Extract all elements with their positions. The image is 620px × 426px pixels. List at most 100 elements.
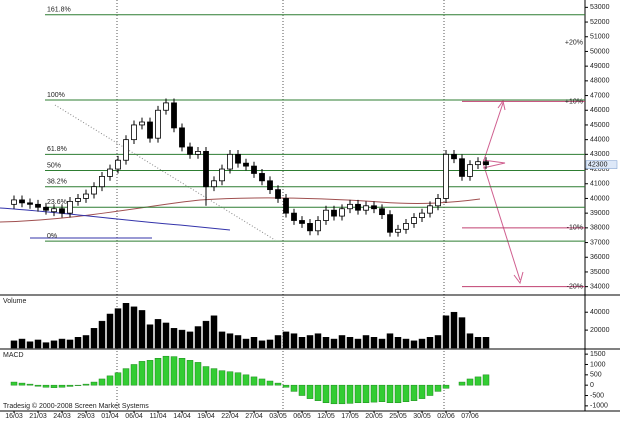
bar: [179, 358, 185, 385]
x-tick-label: 19/04: [197, 413, 215, 420]
bar: [275, 383, 281, 385]
bar: [355, 339, 361, 348]
bar: [283, 385, 289, 387]
candle-body: [164, 103, 169, 110]
bar: [211, 369, 217, 386]
bar: [363, 335, 369, 348]
y-tick-label: -1000: [590, 403, 608, 410]
candle-body: [124, 140, 129, 161]
target-label: +10%: [565, 98, 583, 105]
y-tick-label: 41000: [590, 181, 610, 188]
candle-body: [140, 122, 145, 125]
candle-body: [84, 194, 89, 198]
bar: [243, 339, 249, 348]
candle-body: [452, 154, 457, 158]
bar: [443, 385, 449, 388]
fib-label: 0%: [47, 233, 57, 240]
bar: [11, 341, 17, 348]
y-tick-label: -500: [590, 392, 604, 399]
bar: [387, 334, 393, 348]
candle-body: [396, 229, 401, 232]
bar: [51, 385, 57, 387]
bar: [347, 385, 353, 403]
fib-label: 61.8%: [47, 146, 67, 153]
y-tick-label: 39000: [590, 210, 610, 217]
bar: [315, 385, 321, 401]
bar: [339, 385, 345, 404]
candle-body: [404, 223, 409, 229]
bar: [483, 337, 489, 348]
bar: [275, 335, 281, 348]
bar: [11, 382, 17, 385]
target-label: -20%: [567, 283, 583, 290]
bar: [403, 339, 409, 348]
bar: [35, 340, 41, 348]
bar: [203, 367, 209, 386]
candle-body: [244, 163, 249, 166]
y-tick-label: 40000: [590, 309, 610, 316]
candle-body: [276, 190, 281, 199]
bar: [67, 340, 73, 348]
candle-body: [12, 200, 17, 204]
fib-label: 100%: [47, 92, 65, 99]
bar: [315, 334, 321, 348]
bar: [99, 379, 105, 385]
bar: [131, 307, 137, 348]
bar: [323, 337, 329, 348]
bar: [251, 377, 257, 385]
bar: [171, 357, 177, 386]
y-tick-label: 52000: [590, 19, 610, 26]
bar: [459, 382, 465, 385]
candle-body: [364, 206, 369, 210]
bar: [83, 384, 89, 385]
bar: [139, 361, 145, 385]
bar: [379, 385, 385, 402]
fib-label: 38.2%: [47, 179, 67, 186]
bar: [187, 332, 193, 348]
y-tick-label: 1500: [590, 351, 606, 358]
y-tick-label: 45000: [590, 122, 610, 129]
target-label: -10%: [567, 225, 583, 232]
bar: [75, 337, 81, 348]
x-tick-label: 11/04: [150, 413, 167, 420]
bar: [187, 360, 193, 385]
bar: [115, 309, 121, 348]
candle-body: [156, 110, 161, 138]
bar: [211, 316, 217, 348]
bar: [403, 385, 409, 402]
candle-body: [180, 128, 185, 147]
y-tick-label: 46000: [590, 107, 610, 114]
candle-body: [212, 181, 217, 187]
candle-body: [196, 151, 201, 154]
bar: [59, 339, 65, 348]
bar: [115, 373, 121, 385]
bar: [51, 341, 57, 348]
bar: [299, 337, 305, 348]
bar: [379, 339, 385, 348]
bar: [91, 382, 97, 385]
candle-body: [228, 154, 233, 169]
panel-title: MACD: [3, 352, 24, 359]
target-label: +20%: [565, 39, 583, 46]
bar: [371, 337, 377, 348]
candle-body: [340, 209, 345, 216]
bar: [259, 379, 265, 385]
bar: [147, 325, 153, 348]
y-tick-label: 0: [590, 382, 594, 389]
candle-body: [20, 200, 25, 203]
bar: [19, 339, 25, 348]
bar: [235, 373, 241, 385]
bar: [371, 385, 377, 402]
bar: [195, 327, 201, 348]
x-tick-label: 20/05: [365, 413, 383, 420]
candle-body: [252, 166, 257, 173]
bar: [139, 310, 145, 348]
candle-body: [268, 181, 273, 190]
candle-body: [204, 151, 209, 186]
bar: [83, 335, 89, 348]
fib-label: 23.6%: [47, 199, 67, 206]
footer: Tradesig © 2000-2008 Screen Market Syste…: [3, 402, 149, 410]
y-tick-label: 49000: [590, 63, 610, 70]
x-tick-label: 27/04: [245, 413, 263, 420]
